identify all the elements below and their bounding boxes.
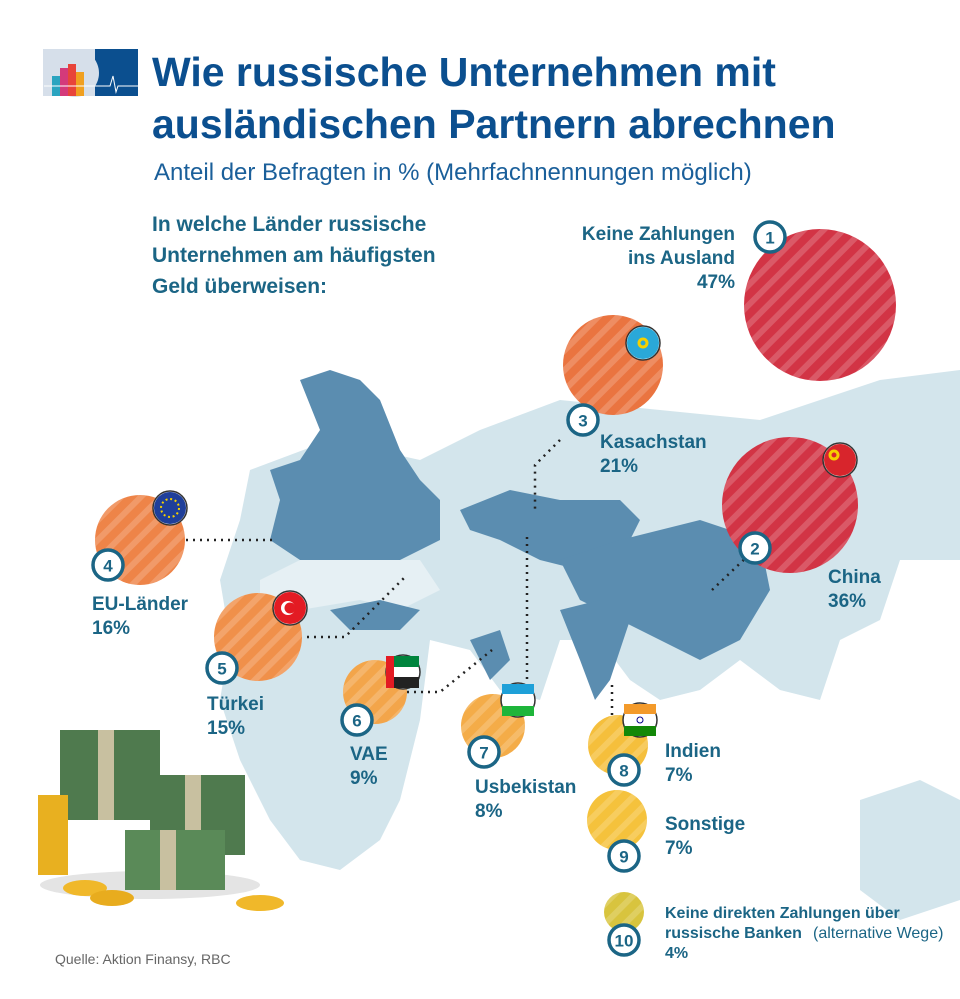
kazakhstan-flag-icon <box>625 325 661 361</box>
bubble-value: 7% <box>665 765 693 786</box>
source-note: Quelle: Aktion Finansy, RBC <box>55 951 231 967</box>
bubble-group: 5 Türkei 15% <box>205 590 308 739</box>
bubble-value: 7% <box>665 838 693 859</box>
bubble-value: 47% <box>697 272 735 293</box>
bubble-stripes <box>587 790 647 850</box>
title-line-1: Wie russische Unternehmen mit <box>152 49 776 95</box>
bubble-label-note: (alternative Wege) <box>813 925 943 942</box>
bubble-label: Keine Zahlungen <box>582 224 735 245</box>
bubble-value: 36% <box>828 591 866 612</box>
bubble-group: 9 Sonstige 7% <box>587 790 745 873</box>
bubble-label: China <box>828 567 881 588</box>
rank-badge <box>91 548 125 582</box>
rank-badge <box>205 651 239 685</box>
bubble-group: 10 Keine direkten Zahlungen über russische… <box>604 892 943 962</box>
rank-badge <box>340 703 374 737</box>
bubble-stripes <box>604 892 644 932</box>
turkey-flag-icon <box>272 590 308 626</box>
bubble-label: VAE <box>350 744 388 765</box>
bubble-value: 8% <box>475 801 503 822</box>
bubble-label: Türkei <box>207 694 264 715</box>
rank-badge <box>607 923 641 957</box>
leader-lines <box>186 439 753 715</box>
bubble-group: 4 EU-Länder 16% <box>91 490 189 639</box>
rank-number: 9 <box>619 848 628 867</box>
india-flag-icon <box>622 702 658 738</box>
bubble-label: russische Banken <box>665 925 802 942</box>
bubble-value: 4% <box>665 945 688 962</box>
bubble-stripes <box>744 229 896 381</box>
bubble-value: 9% <box>350 768 378 789</box>
bubble-value: 16% <box>92 618 130 639</box>
question-line-3: Geld überweisen: <box>152 275 327 298</box>
rank-badge <box>566 403 600 437</box>
logo <box>43 49 139 97</box>
bubble-label: Sonstige <box>665 814 745 835</box>
rank-number: 7 <box>479 744 488 763</box>
rank-number: 6 <box>352 712 361 731</box>
china-flag-icon <box>822 442 858 478</box>
bubble-group: 7 Usbekistan 8% <box>461 682 576 822</box>
rank-number: 10 <box>615 932 634 951</box>
subtitle: Anteil der Befragten in % (Mehrfachnennu… <box>154 159 752 186</box>
rank-badge <box>607 753 641 787</box>
rank-number: 5 <box>217 660 226 679</box>
bubble-label: Indien <box>665 741 721 762</box>
rank-number: 3 <box>578 412 587 431</box>
rank-number: 1 <box>765 229 774 248</box>
eu-flag-icon <box>152 490 188 526</box>
uae-flag-icon <box>385 654 421 690</box>
title-line-2: ausländischen Partnern abrechnen <box>152 101 836 147</box>
bubble-label: EU-Länder <box>92 594 189 615</box>
bubble-label: Usbekistan <box>475 777 576 798</box>
bubble-group: 2 China 36% <box>722 437 881 612</box>
bubble-group: 8 Indien 7% <box>588 702 721 787</box>
rank-number: 8 <box>619 762 628 781</box>
bubble-label: Keine direkten Zahlungen über <box>665 905 900 922</box>
rank-number: 2 <box>750 540 759 559</box>
rank-badge <box>738 531 772 565</box>
bubble-label: Kasachstan <box>600 432 707 453</box>
rank-badge <box>607 839 641 873</box>
question-line-1: In welche Länder russische <box>152 213 426 236</box>
money-illustration <box>38 730 284 911</box>
bubble-value: 15% <box>207 718 245 739</box>
rank-number: 4 <box>103 557 113 576</box>
bubble-group: 1 Keine Zahlungen ins Ausland 47% <box>582 220 896 381</box>
bubble-value: 21% <box>600 456 638 477</box>
rank-badge <box>753 220 787 254</box>
bubble-label: ins Ausland <box>628 248 735 269</box>
question-line-2: Unternehmen am häufigsten <box>152 244 436 267</box>
bubble-group: 3 Kasachstan 21% <box>563 315 707 477</box>
rank-badge <box>467 735 501 769</box>
bubble-group: 6 VAE 9% <box>340 654 421 789</box>
uzbekistan-flag-icon <box>500 682 536 718</box>
